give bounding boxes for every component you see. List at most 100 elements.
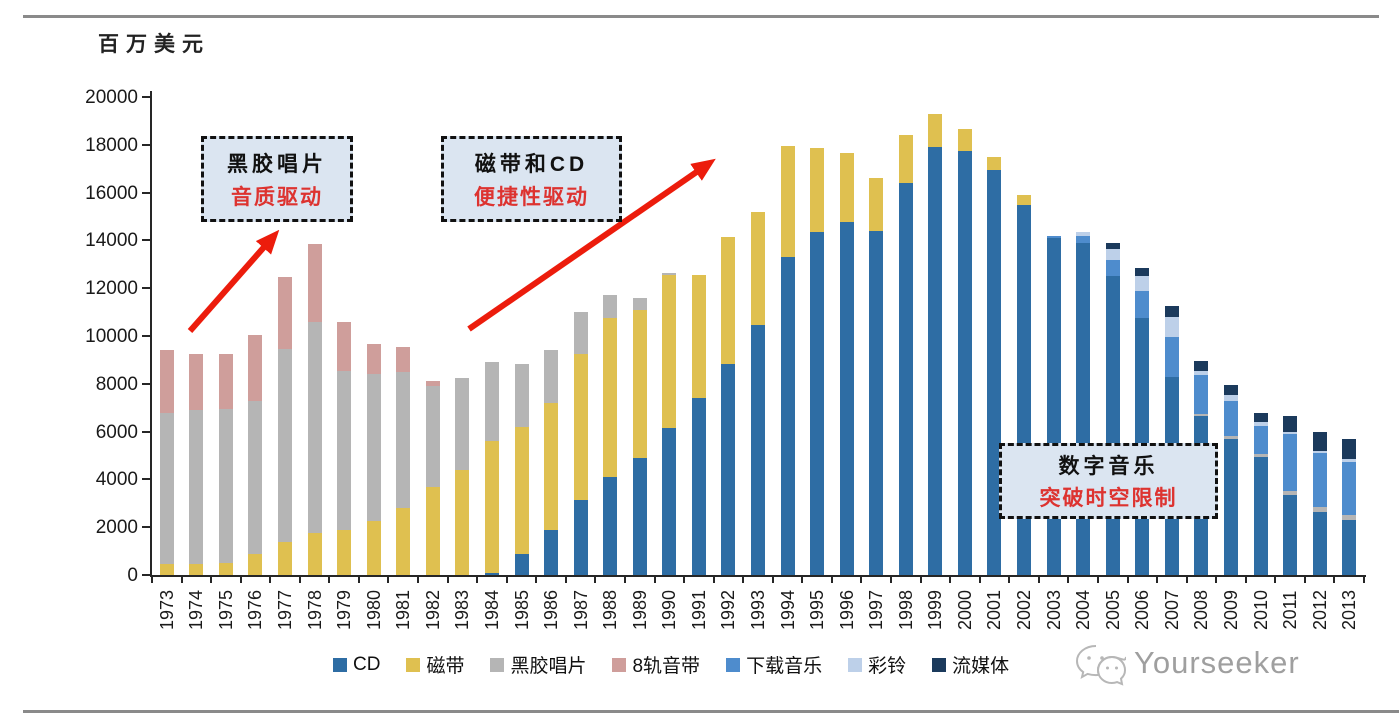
bar-segment-黑胶唱片 xyxy=(218,408,233,564)
bar-segment-CD xyxy=(721,363,736,575)
x-tick-label: 1974 xyxy=(186,589,207,631)
bar-1986 xyxy=(544,350,559,575)
bar-segment-8轨音带 xyxy=(218,353,233,409)
legend-item-8轨音带: 8轨音带 xyxy=(612,651,700,678)
x-tick xyxy=(180,577,183,583)
bar-segment-彩铃 xyxy=(1223,394,1238,401)
legend-swatch-下载音乐 xyxy=(726,657,741,672)
x-tick-label: 2013 xyxy=(1339,589,1360,631)
bar-2012 xyxy=(1312,431,1327,575)
bar-segment-下载音乐 xyxy=(1194,375,1209,414)
bar-segment-下载音乐 xyxy=(1253,425,1268,455)
bar-segment-CD xyxy=(1105,276,1120,575)
bar-segment-下载音乐 xyxy=(1164,337,1179,377)
bar-segment-黑胶唱片 xyxy=(337,370,352,530)
legend-swatch-磁带 xyxy=(406,657,421,672)
bar-segment-磁带 xyxy=(366,521,381,575)
x-tick xyxy=(742,577,745,583)
legend-label-8轨音带: 8轨音带 xyxy=(632,656,701,677)
bar-segment-黑胶唱片 xyxy=(544,350,559,403)
bar-segment-磁带 xyxy=(898,135,913,184)
x-tick-label: 1995 xyxy=(807,589,828,631)
bar-segment-黑胶唱片 xyxy=(396,371,411,509)
bar-segment-黑胶唱片 xyxy=(159,412,174,565)
x-tick-label: 2007 xyxy=(1161,589,1182,631)
bar-segment-下载音乐 xyxy=(1342,461,1357,516)
x-tick-label: 2012 xyxy=(1309,589,1330,631)
legend-item-流媒体: 流媒体 xyxy=(932,651,1009,678)
bar-2005 xyxy=(1105,242,1120,575)
bar-segment-磁带 xyxy=(514,426,529,554)
x-tick xyxy=(1363,577,1365,583)
bar-segment-磁带 xyxy=(957,129,972,151)
bar-segment-CD xyxy=(810,232,825,575)
x-tick xyxy=(801,577,804,583)
legend-item-CD: CD xyxy=(333,654,380,676)
bar-segment-黑胶唱片 xyxy=(573,312,588,354)
bar-1988 xyxy=(603,295,618,575)
y-tick xyxy=(142,335,151,337)
bar-segment-黑胶唱片 xyxy=(1283,491,1298,495)
x-tick xyxy=(1096,577,1099,583)
x-tick xyxy=(269,577,272,583)
bar-segment-CD xyxy=(780,257,795,575)
bar-1998 xyxy=(898,135,913,575)
x-tick-label: 1991 xyxy=(688,589,709,631)
y-tick xyxy=(142,574,151,576)
bar-1994 xyxy=(780,146,795,575)
x-tick-label: 1989 xyxy=(629,589,650,631)
x-tick-label: 1973 xyxy=(156,589,177,631)
bar-segment-磁带 xyxy=(691,275,706,399)
y-tick-label: 10000 xyxy=(85,326,138,347)
x-tick xyxy=(1215,577,1218,583)
x-tick-label: 1999 xyxy=(925,589,946,631)
x-tick-label: 1979 xyxy=(334,589,355,631)
x-tick xyxy=(978,577,981,583)
x-tick-label: 1982 xyxy=(422,589,443,631)
bar-segment-黑胶唱片 xyxy=(1342,515,1357,521)
x-tick xyxy=(210,577,213,583)
bar-segment-磁带 xyxy=(337,529,352,575)
bar-segment-黑胶唱片 xyxy=(1312,506,1327,512)
bar-segment-CD xyxy=(987,169,1002,575)
bar-segment-黑胶唱片 xyxy=(1223,436,1238,439)
annotation-digital-subtitle: 突破时空限制 xyxy=(1039,487,1178,510)
bar-segment-黑胶唱片 xyxy=(514,363,529,427)
bar-1990 xyxy=(662,272,677,575)
bar-2006 xyxy=(1135,267,1150,575)
x-tick-label: 1977 xyxy=(275,589,296,631)
x-tick-label: 1981 xyxy=(393,589,414,631)
bar-segment-CD xyxy=(662,428,677,575)
bar-segment-下载音乐 xyxy=(1223,400,1238,437)
x-tick xyxy=(949,577,952,583)
bar-segment-彩铃 xyxy=(1283,431,1298,434)
bar-1985 xyxy=(514,363,529,575)
bar-segment-8轨音带 xyxy=(248,334,263,401)
bar-segment-磁带 xyxy=(662,275,677,429)
bar-2009 xyxy=(1223,385,1238,575)
watermark-text: Yourseeker xyxy=(1134,645,1300,680)
bar-segment-流媒体 xyxy=(1194,361,1209,371)
x-tick xyxy=(1037,577,1040,583)
bar-segment-黑胶唱片 xyxy=(425,386,440,487)
bar-2007 xyxy=(1164,306,1179,575)
x-tick xyxy=(298,577,301,583)
bar-segment-8轨音带 xyxy=(189,353,204,411)
x-tick-label: 2008 xyxy=(1191,589,1212,631)
y-tick xyxy=(142,96,151,98)
legend-item-磁带: 磁带 xyxy=(406,651,464,678)
bar-1982 xyxy=(425,381,440,575)
y-tick-label: 12000 xyxy=(85,278,138,300)
bar-segment-8轨音带 xyxy=(396,346,411,372)
bar-segment-下载音乐 xyxy=(1046,235,1061,239)
bar-segment-黑胶唱片 xyxy=(484,362,499,442)
x-tick xyxy=(1244,577,1247,583)
y-tick xyxy=(142,382,151,385)
annotation-box-digital: 数字音乐 突破时空限制 xyxy=(999,443,1218,519)
x-tick xyxy=(1333,577,1336,583)
bar-2010 xyxy=(1253,412,1268,575)
bar-segment-CD xyxy=(573,499,588,575)
bar-segment-黑胶唱片 xyxy=(632,297,647,310)
bar-1976 xyxy=(248,334,263,575)
